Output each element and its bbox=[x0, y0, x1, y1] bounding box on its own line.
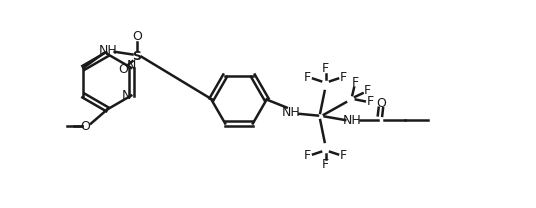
Text: NH: NH bbox=[99, 43, 117, 57]
Text: F: F bbox=[340, 149, 347, 162]
Text: F: F bbox=[322, 158, 329, 171]
Text: NH: NH bbox=[282, 105, 301, 119]
Text: F: F bbox=[352, 76, 359, 89]
Text: NH: NH bbox=[343, 114, 362, 126]
Text: S: S bbox=[132, 50, 142, 63]
Text: F: F bbox=[340, 71, 347, 84]
Text: O: O bbox=[80, 120, 90, 133]
Text: F: F bbox=[367, 95, 374, 108]
Text: F: F bbox=[304, 149, 311, 162]
Text: N: N bbox=[121, 89, 131, 102]
Text: F: F bbox=[322, 62, 329, 75]
Text: F: F bbox=[304, 71, 311, 84]
Text: N: N bbox=[126, 59, 136, 72]
Text: O: O bbox=[118, 63, 128, 76]
Text: F: F bbox=[363, 84, 370, 97]
Text: O: O bbox=[132, 30, 142, 43]
Text: O: O bbox=[376, 97, 386, 110]
